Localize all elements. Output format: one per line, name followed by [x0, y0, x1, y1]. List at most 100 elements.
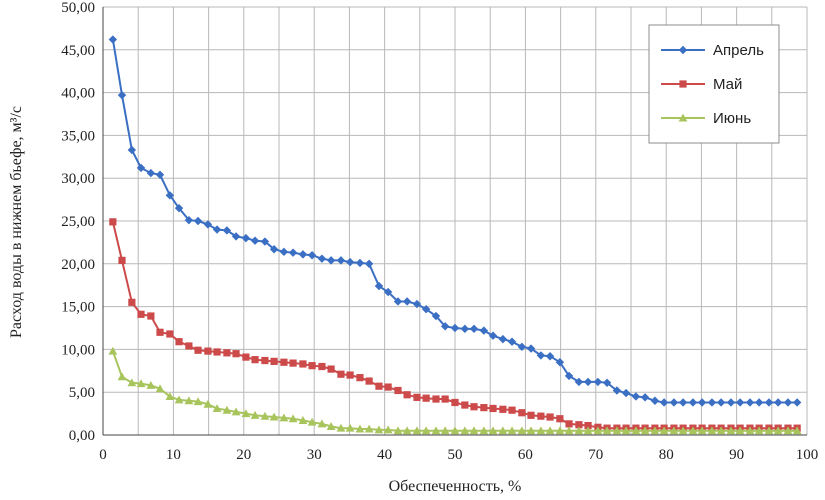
data-point-april [612, 386, 622, 395]
data-point-may [422, 394, 430, 402]
data-point-june [155, 384, 165, 393]
x-tick-label: 40 [377, 447, 392, 463]
data-point-june [317, 419, 327, 428]
data-point-june [640, 426, 650, 435]
data-point-april [393, 297, 403, 306]
data-point-april [745, 398, 755, 407]
data-point-june [279, 413, 289, 422]
tick-labels: 0 10 20 30 40 50 60 70 80 90 100 0,00 5,00 10,00 15,00… [61, 0, 818, 463]
data-point-may [318, 362, 326, 371]
data-point-april [250, 236, 260, 245]
x-tick-label: 20 [236, 447, 251, 463]
data-point-may [394, 386, 402, 395]
data-point-april [383, 287, 393, 297]
x-axis-title: Обеспеченность, % [389, 478, 522, 495]
data-point-april [412, 299, 422, 309]
data-point-may [213, 348, 221, 356]
data-point-april [469, 324, 479, 334]
data-point-june [764, 426, 774, 435]
data-point-june [355, 424, 365, 433]
data-point-april [440, 322, 450, 331]
data-point-april [136, 163, 146, 173]
data-point-june [545, 426, 555, 435]
data-point-june [659, 426, 669, 435]
data-point-april [735, 398, 745, 407]
data-point-may [575, 421, 583, 429]
data-point-april [364, 259, 374, 268]
series-june [108, 346, 802, 435]
data-point-june [583, 426, 593, 435]
data-point-april [431, 311, 441, 321]
data-point-june [792, 426, 802, 435]
data-point-june [241, 409, 251, 418]
data-point-may [356, 374, 364, 382]
y-tick-label: 5,00 [69, 385, 95, 401]
data-point-june [193, 397, 203, 406]
data-point-april [783, 398, 793, 407]
data-point-april [260, 237, 270, 246]
y-tick-label: 10,00 [61, 342, 95, 358]
data-point-may [365, 377, 373, 385]
legend-item-june: Июнь [661, 110, 751, 127]
legend-swatch-marker [678, 45, 688, 55]
data-point-june [212, 404, 222, 412]
data-point-may [508, 406, 516, 414]
data-point-june [469, 426, 479, 435]
y-tick-label: 35,00 [61, 128, 95, 144]
data-point-april [678, 398, 688, 407]
data-point-june [336, 423, 346, 432]
axes [102, 7, 807, 436]
data-point-june [421, 426, 431, 435]
data-point-june [345, 423, 355, 432]
data-point-june [460, 426, 470, 435]
data-point-june [231, 407, 241, 416]
legend-label: Июнь [713, 110, 751, 127]
data-point-june [745, 426, 755, 435]
data-point-may [413, 393, 421, 401]
data-point-april [117, 90, 127, 100]
data-point-june [555, 426, 565, 435]
x-tick-label: 60 [518, 447, 533, 463]
data-point-april [707, 398, 717, 407]
data-point-april [536, 351, 546, 360]
data-point-april [583, 377, 593, 387]
data-point-april [716, 398, 726, 407]
data-point-june [621, 426, 631, 435]
data-point-april [602, 378, 612, 387]
data-point-may [128, 298, 136, 306]
data-point-june [269, 412, 279, 421]
data-point-april [184, 215, 194, 225]
data-point-april [450, 323, 460, 333]
data-point-june [374, 425, 384, 434]
data-point-april [231, 232, 241, 241]
data-point-may [251, 356, 259, 364]
data-point-june [383, 425, 393, 434]
data-point-june [507, 426, 517, 435]
data-point-may [289, 359, 297, 367]
y-tick-label: 0,00 [69, 428, 95, 444]
data-point-april [764, 398, 774, 407]
data-point-june [564, 426, 574, 435]
y-tick-label: 50,00 [61, 0, 95, 16]
data-point-april [621, 388, 631, 398]
data-point-june [488, 426, 498, 435]
data-point-may [308, 362, 316, 370]
data-point-april [279, 247, 289, 257]
data-point-april [288, 248, 298, 257]
data-point-may [556, 415, 564, 423]
data-point-april [669, 398, 679, 407]
data-point-may [584, 421, 592, 430]
y-axis-title: Расход воды в нижнем бьефе, м³/с [8, 106, 25, 338]
data-point-april [517, 342, 527, 352]
y-tick-label: 30,00 [61, 171, 95, 187]
data-point-may [489, 404, 497, 413]
data-point-april [421, 304, 431, 314]
data-point-may [480, 404, 488, 412]
data-point-june [526, 426, 536, 435]
data-point-may [546, 413, 554, 421]
data-point-may [441, 395, 449, 403]
data-point-april [754, 398, 764, 407]
data-point-april [460, 324, 470, 334]
data-point-may [270, 357, 278, 365]
y-tick-label: 45,00 [61, 43, 95, 59]
